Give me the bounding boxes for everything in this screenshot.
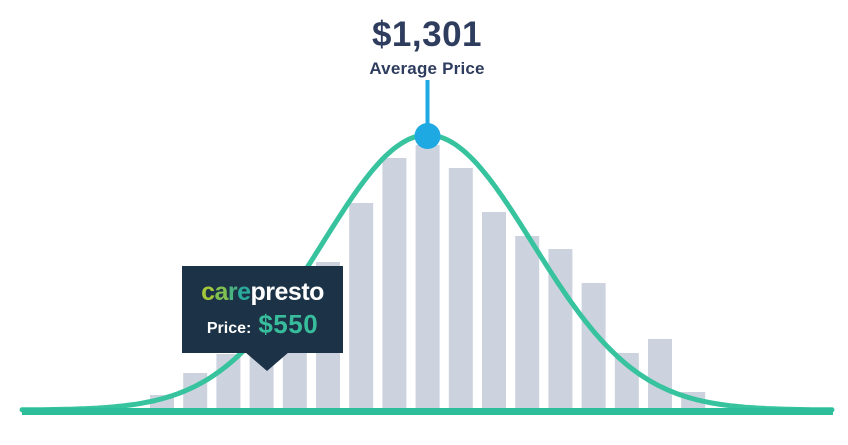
- brand-price-badge: carepresto Price: $550: [182, 266, 343, 371]
- baseline: [22, 408, 833, 415]
- badge-price-value: $550: [258, 308, 319, 339]
- logo-care-letter: r: [227, 277, 238, 306]
- histogram-bar: [648, 339, 672, 414]
- average-price-label: Average Price: [369, 58, 485, 78]
- logo-presto-text: presto: [250, 277, 325, 306]
- histogram-bar: [415, 145, 440, 414]
- badge-price-row: Price: $550: [207, 309, 318, 340]
- histogram-bar: [482, 212, 506, 414]
- histogram-bar: [515, 236, 540, 414]
- badge-pointer-tail: [245, 352, 289, 371]
- carepresto-logo: carepresto: [201, 277, 325, 306]
- average-price-callout: $1,301 Average Price: [369, 15, 485, 79]
- average-marker-dot: [414, 123, 441, 149]
- badge-price-label: Price:: [206, 319, 252, 337]
- logo-care-letter: c: [201, 277, 215, 306]
- logo-care-letter: e: [237, 277, 251, 306]
- histogram-bar: [448, 168, 473, 414]
- histogram-bar: [349, 203, 374, 414]
- average-price-value: $1,301: [371, 15, 483, 54]
- histogram-bar: [581, 283, 606, 414]
- logo-care-text: care: [201, 277, 251, 306]
- logo-care-letter: a: [214, 277, 228, 306]
- histogram-bar: [382, 158, 407, 414]
